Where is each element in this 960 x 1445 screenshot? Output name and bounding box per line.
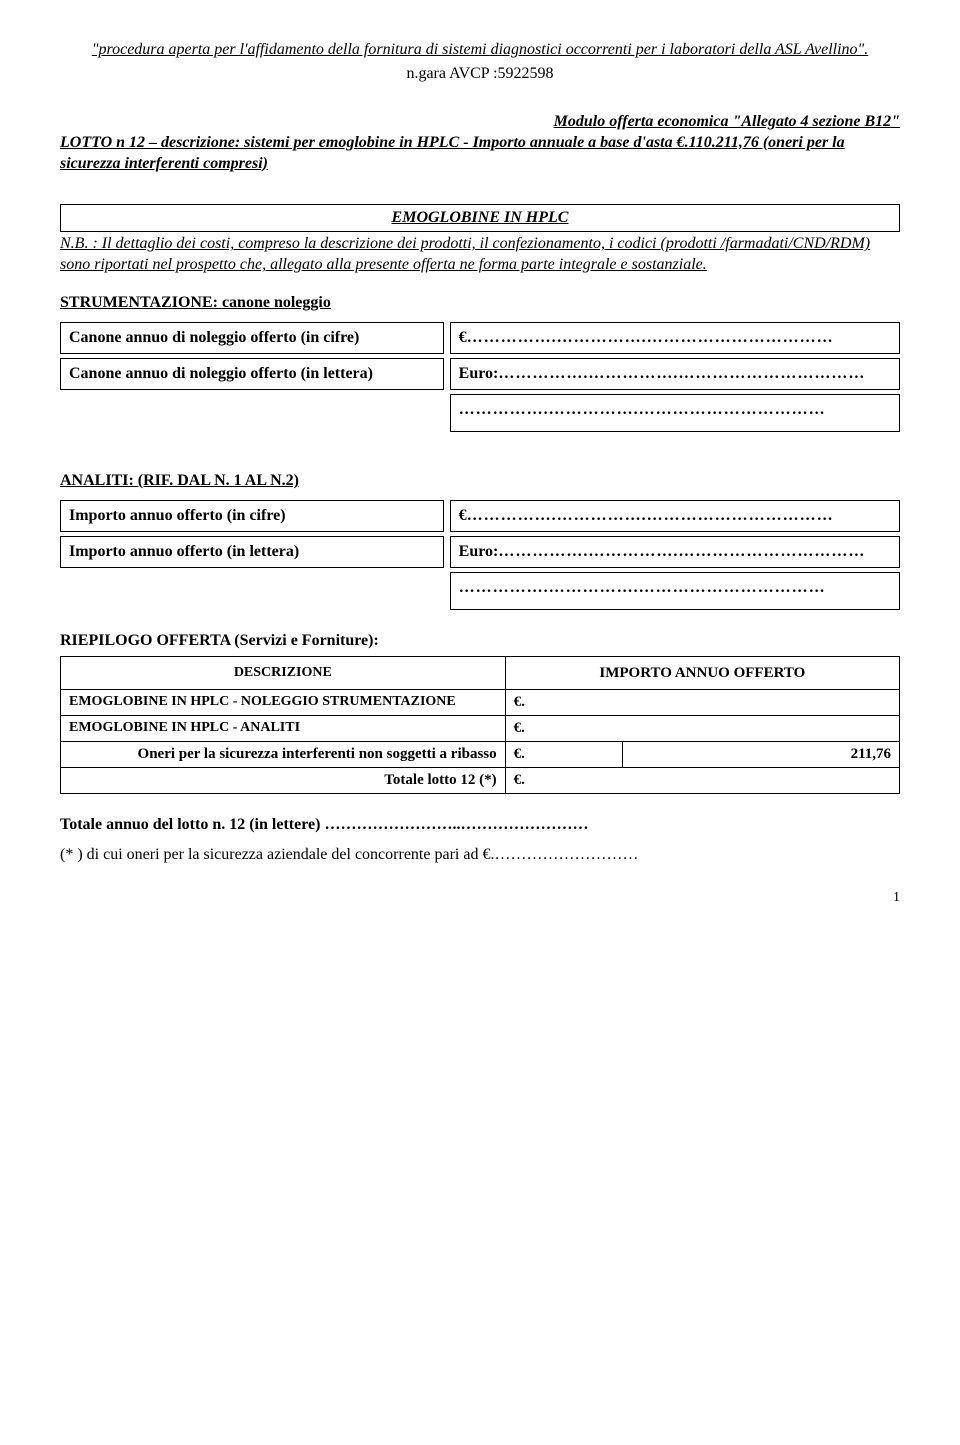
riepilogo-col-imp: IMPORTO ANNUO OFFERTO	[505, 656, 899, 689]
riepilogo-row-0-val[interactable]: €.	[505, 689, 899, 715]
analiti-lettera-label: Importo annuo offerto (in lettera)	[60, 536, 444, 568]
strum-lettera-label: Canone annuo di noleggio offerto (in let…	[60, 358, 444, 390]
analiti-lettera-value[interactable]: Euro:	[450, 536, 900, 568]
nb-paragraph: N.B. : Il dettaglio dei costi, compreso …	[60, 234, 900, 276]
analiti-row-lettera: Importo annuo offerto (in lettera) Euro:	[60, 536, 900, 568]
strum-row-blank	[60, 394, 900, 432]
riepilogo-row-1: EMOGLOBINE IN HPLC - ANALITI €.	[61, 715, 900, 741]
strum-blank-cell[interactable]	[450, 394, 900, 432]
riepilogo-row-totale: Totale lotto 12 (*) €.	[61, 767, 900, 793]
doc-header-title: "procedura aperta per l'affidamento dell…	[60, 40, 900, 61]
doc-header-gara: n.gara AVCP :5922598	[60, 65, 900, 83]
page-number: 1	[60, 890, 900, 906]
riepilogo-row-1-desc: EMOGLOBINE IN HPLC - ANALITI	[61, 715, 506, 741]
riepilogo-oneri-label: Oneri per la sicurezza interferenti non …	[61, 741, 506, 767]
analiti-row-blank	[60, 572, 900, 610]
analiti-cifre-value[interactable]: €	[450, 500, 900, 532]
analiti-header: ANALITI: (RIF. DAL N. 1 AL N.2)	[60, 472, 900, 490]
riepilogo-col-desc: DESCRIZIONE	[61, 656, 506, 689]
analiti-cifre-label: Importo annuo offerto (in cifre)	[60, 500, 444, 532]
riepilogo-totale-label: Totale lotto 12 (*)	[61, 767, 506, 793]
riepilogo-oneri-amount: 211,76	[623, 741, 900, 767]
riepilogo-table: DESCRIZIONE IMPORTO ANNUO OFFERTO EMOGLO…	[60, 656, 900, 794]
analiti-blank-cell[interactable]	[450, 572, 900, 610]
box-title-text: EMOGLOBINE IN HPLC	[69, 209, 891, 227]
footnote-line[interactable]: (* ) di cui oneri per la sicurezza azien…	[60, 846, 900, 864]
strum-lettera-value[interactable]: Euro:	[450, 358, 900, 390]
riepilogo-head-row: DESCRIZIONE IMPORTO ANNUO OFFERTO	[61, 656, 900, 689]
riepilogo-totale-val[interactable]: €.	[505, 767, 899, 793]
strum-cifre-value[interactable]: €	[450, 322, 900, 354]
module-title: Modulo offerta economica "Allegato 4 sez…	[60, 113, 900, 131]
analiti-row-cifre: Importo annuo offerto (in cifre) €	[60, 500, 900, 532]
strum-cifre-label: Canone annuo di noleggio offerto (in cif…	[60, 322, 444, 354]
strum-row-lettera: Canone annuo di noleggio offerto (in let…	[60, 358, 900, 390]
box-title-container: EMOGLOBINE IN HPLC	[60, 204, 900, 232]
riepilogo-row-0-desc: EMOGLOBINE IN HPLC - NOLEGGIO STRUMENTAZ…	[61, 689, 506, 715]
riepilogo-row-0: EMOGLOBINE IN HPLC - NOLEGGIO STRUMENTAZ…	[61, 689, 900, 715]
strum-row-cifre: Canone annuo di noleggio offerto (in cif…	[60, 322, 900, 354]
strumentazione-header: STRUMENTAZIONE: canone noleggio	[60, 294, 900, 312]
riepilogo-header: RIEPILOGO OFFERTA (Servizi e Forniture):	[60, 632, 900, 650]
totale-lettere-line[interactable]: Totale annuo del lotto n. 12 (in lettere…	[60, 816, 900, 834]
riepilogo-oneri-val: €.	[505, 741, 622, 767]
lotto-description: LOTTO n 12 – descrizione: sistemi per em…	[60, 133, 900, 175]
riepilogo-row-oneri: Oneri per la sicurezza interferenti non …	[61, 741, 900, 767]
riepilogo-row-1-val[interactable]: €.	[505, 715, 899, 741]
